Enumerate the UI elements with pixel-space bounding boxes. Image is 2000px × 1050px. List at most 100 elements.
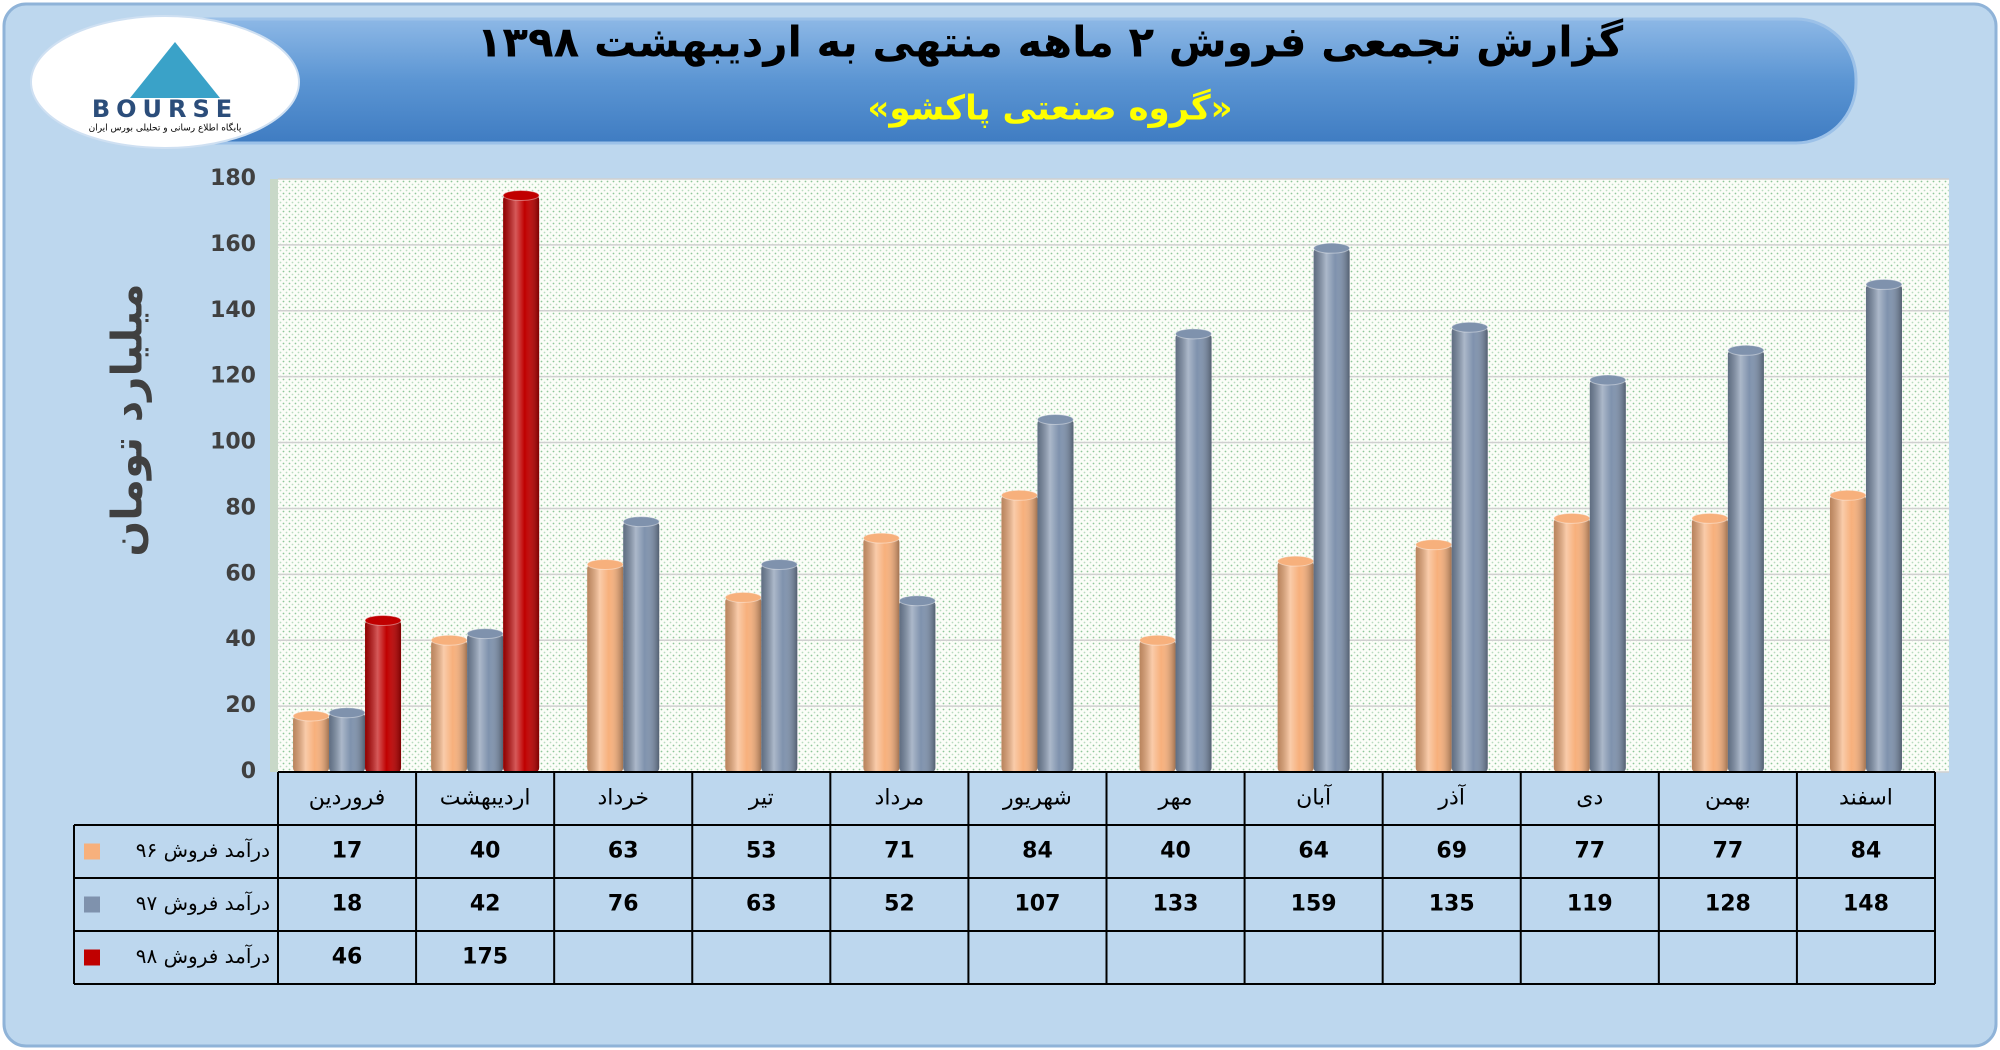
- table-value: 71: [884, 839, 915, 864]
- bar-shade: [899, 600, 936, 772]
- y-tick-label: 80: [225, 495, 256, 520]
- table-value: 53: [746, 839, 777, 864]
- table-value: 76: [608, 892, 639, 917]
- bar-cap: [1865, 278, 1903, 290]
- bar-cap: [724, 591, 762, 603]
- table-value: 46: [332, 945, 363, 970]
- bar-shade: [761, 564, 798, 772]
- legend-swatch: [84, 843, 100, 860]
- bar-cap: [1553, 512, 1591, 524]
- bar-cap: [1175, 328, 1213, 340]
- table-value: 52: [884, 892, 915, 917]
- bar-cap: [502, 189, 540, 201]
- table-value: 40: [470, 839, 501, 864]
- bar-cap: [1829, 489, 1867, 501]
- y-tick-label: 180: [210, 166, 256, 191]
- y-tick-label: 60: [225, 561, 256, 586]
- x-tick-label: دی: [1576, 786, 1603, 811]
- table-value: 175: [462, 945, 508, 970]
- x-tick-label: مهر: [1158, 786, 1193, 811]
- y-tick-label: 0: [241, 759, 256, 784]
- table-value: 84: [1851, 839, 1882, 864]
- bar-shade: [587, 564, 624, 772]
- bar-cap: [622, 516, 660, 528]
- y-tick-label: 20: [225, 693, 256, 718]
- bar-cap: [1139, 634, 1177, 646]
- bar-cap: [586, 558, 624, 570]
- bar-cap: [328, 707, 366, 719]
- table-value: 18: [332, 892, 363, 917]
- bar-shade: [1139, 640, 1176, 772]
- bar-cap: [430, 634, 468, 646]
- bar-shade: [329, 712, 366, 772]
- x-tick-label: مرداد: [875, 786, 925, 811]
- chart-title: گزارش تجمعی فروش ۲ ماهه منتهی به اردیبهش…: [477, 18, 1624, 68]
- y-tick-label: 100: [210, 430, 256, 455]
- bar-shade: [1277, 561, 1314, 772]
- bar-cap: [466, 628, 504, 640]
- bar-shade: [725, 597, 762, 772]
- table-value: 77: [1574, 839, 1605, 864]
- table-value: 84: [1022, 839, 1053, 864]
- table-value: 135: [1429, 892, 1475, 917]
- bar-cap: [292, 710, 330, 722]
- x-tick-label: فروردین: [309, 786, 386, 811]
- table-value: 128: [1705, 892, 1751, 917]
- legend-label: درآمد فروش ۹۷: [136, 890, 270, 915]
- bar-shade: [1691, 518, 1728, 772]
- bar-shade: [1313, 248, 1350, 772]
- x-tick-label: آبان: [1296, 784, 1332, 811]
- bar-cap: [760, 558, 798, 570]
- bar-shade: [365, 620, 402, 772]
- plot-area: [278, 179, 1949, 772]
- legend-swatch: [84, 896, 100, 913]
- y-tick-label: 140: [210, 298, 256, 323]
- table-value: 77: [1713, 839, 1744, 864]
- bar-cap: [364, 614, 402, 626]
- y-tick-label: 120: [210, 364, 256, 389]
- table-value: 17: [332, 839, 363, 864]
- y-tick-label: 40: [225, 627, 256, 652]
- y-tick-label: 160: [210, 232, 256, 257]
- bar-shade: [293, 715, 330, 772]
- logo-icon: [130, 42, 220, 98]
- bar-shade: [1553, 518, 1590, 772]
- bar-shade: [503, 195, 540, 772]
- logo-caption: پایگاه اطلاع رسانی و تحلیلی بورس ایران: [89, 122, 242, 134]
- x-tick-label: آذر: [1437, 784, 1465, 811]
- x-tick-label: تیر: [748, 786, 774, 811]
- table-value: 69: [1436, 839, 1467, 864]
- logo-text: BOURSE: [92, 95, 238, 123]
- bar-shade: [1589, 379, 1626, 772]
- legend-swatch: [84, 949, 100, 966]
- bar-cap: [1313, 242, 1351, 254]
- bar-shade: [1001, 495, 1038, 772]
- bar-shade: [467, 633, 504, 772]
- bar-shade: [1037, 419, 1074, 772]
- bar-cap: [1036, 413, 1074, 425]
- table-value: 63: [746, 892, 777, 917]
- bar-cap: [1589, 374, 1627, 386]
- bar-shade: [1829, 495, 1866, 772]
- bar-cap: [1691, 512, 1729, 524]
- chart-subtitle: «گروه صنعتی پاکشو»: [867, 89, 1232, 129]
- table-value: 119: [1567, 892, 1613, 917]
- bar-shade: [1727, 350, 1764, 772]
- legend-label: درآمد فروش ۹۶: [136, 837, 270, 862]
- bar-cap: [898, 595, 936, 607]
- bar-cap: [1727, 344, 1765, 356]
- plot-wall: [270, 179, 278, 772]
- bar-cap: [862, 532, 900, 544]
- legend-label: درآمد فروش ۹۸: [136, 943, 270, 968]
- x-tick-label: اردیبهشت: [440, 786, 531, 811]
- bar-shade: [1415, 544, 1452, 772]
- table-value: 42: [470, 892, 501, 917]
- table-value: 148: [1843, 892, 1889, 917]
- y-axis-label: میلیارد تومان: [103, 283, 153, 556]
- bar-shade: [623, 521, 660, 772]
- x-tick-label: خرداد: [597, 786, 648, 811]
- bar-cap: [1277, 555, 1315, 567]
- table-value: 107: [1014, 892, 1060, 917]
